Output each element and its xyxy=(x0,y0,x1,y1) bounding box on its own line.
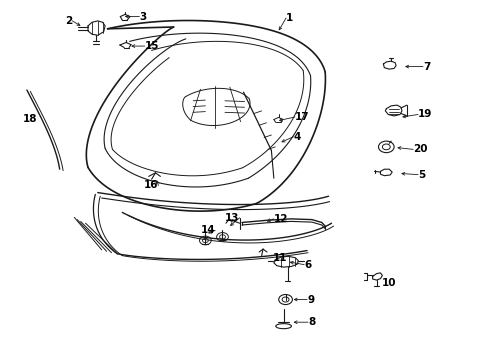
Text: 20: 20 xyxy=(412,144,427,154)
Text: 9: 9 xyxy=(306,294,314,305)
Text: 7: 7 xyxy=(422,62,429,72)
Text: 12: 12 xyxy=(273,214,288,224)
Text: 15: 15 xyxy=(144,41,159,51)
Text: 13: 13 xyxy=(224,213,239,223)
Text: 18: 18 xyxy=(23,114,38,124)
Text: 19: 19 xyxy=(417,109,431,120)
Text: 16: 16 xyxy=(143,180,158,190)
Text: 10: 10 xyxy=(381,278,395,288)
Text: 4: 4 xyxy=(293,132,300,142)
Text: 1: 1 xyxy=(285,13,293,23)
Text: 17: 17 xyxy=(294,112,309,122)
Text: 8: 8 xyxy=(307,317,315,327)
Text: 14: 14 xyxy=(200,225,215,235)
Text: 3: 3 xyxy=(139,12,146,22)
Text: 11: 11 xyxy=(272,253,287,264)
Text: 5: 5 xyxy=(417,170,425,180)
Text: 6: 6 xyxy=(304,260,311,270)
Text: 2: 2 xyxy=(65,16,72,26)
